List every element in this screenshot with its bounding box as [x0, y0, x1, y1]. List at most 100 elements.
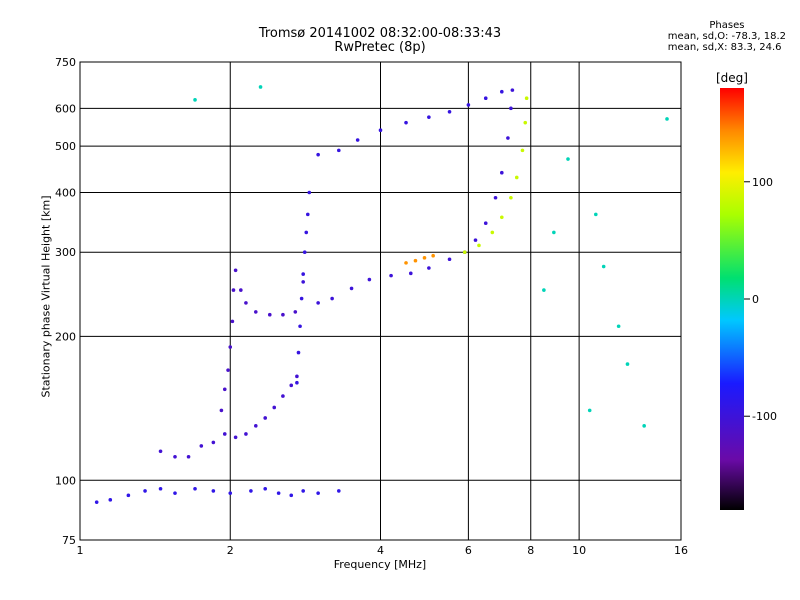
data-point — [231, 288, 236, 292]
data-point — [289, 493, 294, 498]
y-tick-label: 100 — [55, 474, 76, 487]
data-point — [301, 489, 305, 493]
data-point — [158, 449, 163, 454]
data-point — [244, 432, 248, 436]
data-point — [211, 489, 216, 493]
data-point — [267, 312, 272, 317]
data-point — [520, 148, 525, 153]
data-point — [307, 190, 312, 195]
data-point — [355, 138, 360, 142]
x-tick-label: 10 — [572, 544, 586, 557]
data-point — [263, 416, 268, 420]
data-point — [594, 212, 598, 217]
data-point — [349, 286, 354, 291]
data-point — [222, 387, 227, 392]
data-point — [337, 489, 341, 493]
y-tick-label: 500 — [55, 140, 76, 153]
colorbar-label: [deg] — [716, 71, 748, 85]
data-point — [337, 148, 341, 153]
data-point — [466, 103, 471, 107]
x-tick-label: 6 — [465, 544, 472, 557]
colorbar-ticks: 100 0 -100 — [744, 176, 777, 423]
data-point — [566, 157, 570, 161]
data-point — [233, 268, 238, 273]
data-point — [427, 115, 431, 119]
data-point — [509, 195, 513, 200]
data-point — [222, 432, 227, 436]
data-point — [616, 324, 621, 329]
data-point — [510, 88, 515, 92]
data-point — [94, 500, 99, 504]
data-point — [500, 215, 504, 220]
data-point — [665, 117, 669, 121]
data-point — [253, 310, 258, 314]
data-point — [295, 374, 299, 379]
y-tick-label: 600 — [55, 102, 76, 115]
data-point — [258, 85, 263, 89]
data-point — [408, 271, 413, 276]
data-point — [305, 212, 310, 217]
data-point — [431, 253, 435, 258]
data-point — [642, 424, 646, 428]
phases-heading: Phases — [709, 20, 745, 31]
data-point — [304, 230, 309, 235]
data-point — [219, 408, 224, 413]
data-point — [316, 152, 320, 157]
data-point — [404, 261, 408, 265]
data-point — [523, 120, 528, 125]
y-tick-label: 75 — [62, 534, 76, 547]
data-point — [295, 380, 299, 385]
data-point — [293, 310, 298, 314]
y-tick-label: 300 — [55, 246, 76, 259]
data-point — [211, 440, 216, 445]
data-point — [244, 301, 248, 305]
data-point — [500, 89, 504, 94]
data-point — [301, 272, 305, 276]
data-point — [462, 250, 467, 255]
data-point — [239, 288, 243, 292]
data-point — [506, 136, 510, 140]
chart-subtitle: RwPretec (8p) — [334, 40, 426, 55]
data-point — [552, 230, 556, 235]
x-tick-label: 1 — [77, 544, 84, 557]
plot-frame — [79, 61, 682, 541]
x-tick-label: 4 — [377, 544, 384, 557]
data-point — [186, 454, 191, 459]
data-point — [298, 324, 302, 329]
x-tick-label: 8 — [527, 544, 534, 557]
data-point — [483, 96, 488, 100]
data-point — [276, 491, 281, 495]
data-point — [447, 110, 452, 114]
data-point — [316, 491, 320, 495]
data-point — [490, 230, 495, 235]
data-point — [108, 498, 113, 502]
chart-title: Tromsø 20141002 08:32:00-08:33:43 — [258, 26, 502, 41]
data-point — [367, 277, 372, 282]
grid — [80, 62, 681, 540]
data-point — [625, 362, 630, 366]
data-point — [413, 258, 418, 263]
data-point — [228, 345, 233, 349]
data-point — [500, 170, 504, 175]
data-point — [126, 493, 131, 498]
data-point — [378, 128, 383, 132]
data-point — [587, 408, 592, 413]
data-point — [296, 350, 301, 355]
data-point — [493, 195, 498, 200]
data-point — [193, 98, 197, 102]
data-point — [173, 454, 177, 459]
data-point — [233, 435, 238, 440]
data-point — [253, 424, 258, 428]
y-tick-label: 200 — [55, 330, 76, 343]
phases-line-o: mean, sd,O: -78.3, 18.2 — [667, 31, 786, 42]
x-tick-label: 16 — [674, 544, 688, 557]
x-tick-label: 2 — [227, 544, 234, 557]
colorbar-tick-label: -100 — [752, 410, 777, 423]
data-point — [524, 96, 529, 100]
data-point — [601, 264, 606, 269]
data-point — [158, 486, 163, 491]
data-point — [249, 489, 253, 493]
data-point — [509, 106, 513, 111]
data-point — [542, 288, 546, 292]
data-point — [477, 243, 481, 248]
